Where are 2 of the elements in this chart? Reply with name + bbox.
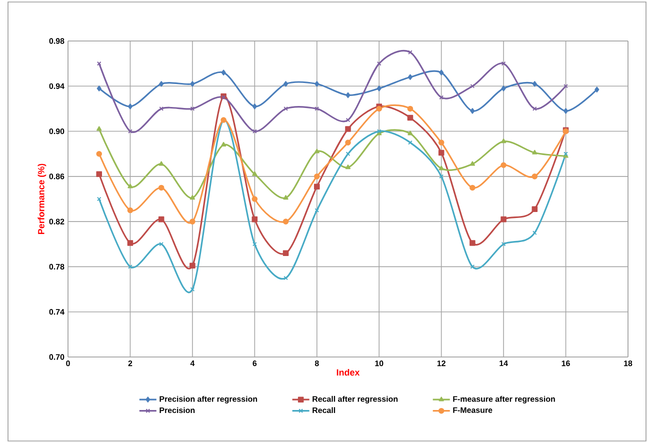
y-axis-title: Performance (%) bbox=[38, 164, 46, 234]
x-axis-title: Index bbox=[336, 369, 360, 376]
